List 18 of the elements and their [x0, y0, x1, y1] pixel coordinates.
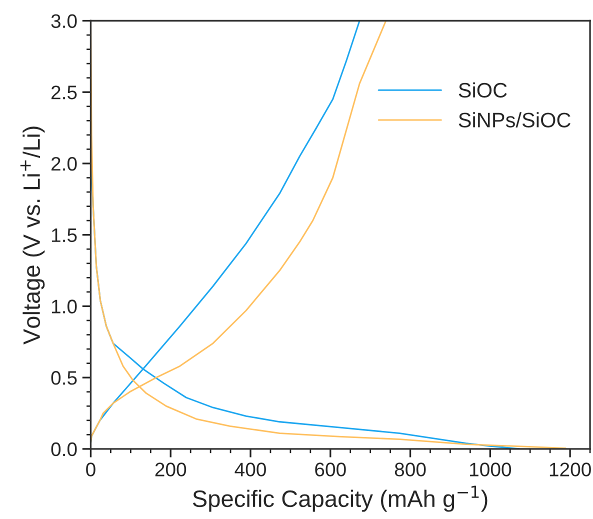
y-tick-label: 2.0 [51, 156, 77, 171]
y-tick-label: 1.5 [52, 228, 77, 242]
x-tick-label: 1000 [470, 462, 512, 476]
y-axis-title: Voltage (V vs. Li$^{+}$/Li) [20, 126, 45, 345]
x-tick-label: 600 [315, 462, 346, 476]
x-tick-label: 1200 [550, 462, 591, 476]
x-tick-label: 800 [394, 462, 426, 476]
x-axis-title: Specific Capacity (mAh g$^{−1}$) [192, 486, 488, 512]
legend-label: SiNPs/SiOC [458, 112, 570, 128]
x-tick-label: 0 [86, 462, 96, 476]
x-tick-label: 400 [234, 462, 266, 476]
x-tick-label: 200 [155, 462, 186, 476]
legend-label: SiOC [458, 82, 507, 98]
y-tick-label: 2.5 [51, 86, 77, 100]
y-tick-label: 1.0 [52, 300, 77, 314]
y-tick-label: 0.0 [51, 442, 77, 456]
y-tick-label: 3.0 [51, 14, 77, 28]
y-tick-label: 0.5 [51, 371, 77, 385]
